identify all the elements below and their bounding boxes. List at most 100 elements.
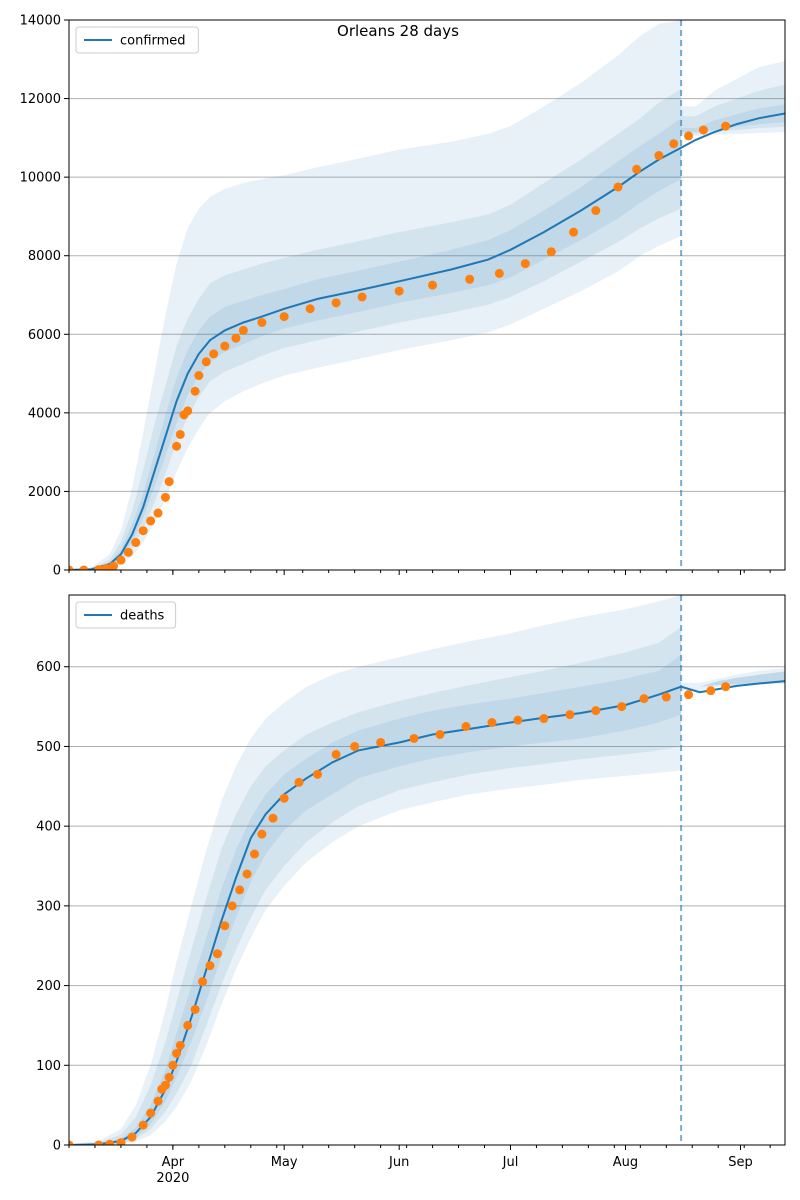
observed-point: [465, 274, 475, 284]
observed-point: [520, 259, 530, 269]
observed-point: [235, 885, 245, 895]
y-tick-label: 400: [36, 820, 61, 835]
observed-point: [394, 286, 404, 296]
observed-point: [94, 565, 104, 570]
observed-point: [220, 341, 230, 351]
observed-point: [168, 1060, 178, 1070]
observed-point: [546, 247, 556, 257]
observed-point: [632, 164, 642, 174]
y-tick-label: 100: [36, 1059, 61, 1074]
observed-point: [613, 182, 623, 192]
observed-point: [146, 516, 156, 526]
observed-point: [79, 565, 89, 570]
observed-point: [428, 280, 438, 290]
y-tick-label: 6000: [28, 328, 61, 343]
observed-point: [160, 492, 170, 502]
forecast-band: [681, 104, 785, 132]
y-tick-label: 300: [36, 899, 61, 914]
observed-point: [175, 429, 185, 439]
x-tick-sublabel: 2020: [156, 1171, 189, 1186]
observed-point: [639, 694, 649, 704]
model-line: [69, 112, 785, 570]
plot-area: [69, 20, 785, 570]
y-tick-label: 8000: [28, 249, 61, 264]
observed-point: [238, 325, 248, 335]
observed-point: [183, 1020, 193, 1030]
confidence-band: [69, 88, 682, 570]
observed-point: [591, 206, 601, 216]
x-tick-label: Sep: [728, 1155, 753, 1170]
confidence-band: [69, 118, 682, 570]
observed-point: [175, 1040, 185, 1050]
legend-box: [75, 601, 177, 629]
observed-point: [160, 1080, 170, 1090]
observed-point: [684, 131, 694, 141]
observed-point: [617, 702, 627, 712]
observed-point: [153, 508, 163, 518]
observed-point: [565, 710, 575, 720]
observed-point: [721, 682, 731, 692]
y-tick-label: 14000: [20, 14, 61, 29]
observed-point: [205, 961, 215, 971]
x-tick-label: Apr: [162, 1155, 185, 1170]
axes-frame: [68, 594, 786, 1146]
observed-point: [569, 227, 579, 237]
observed-point: [357, 292, 367, 302]
observed-point: [153, 1096, 163, 1106]
observed-point: [257, 318, 267, 327]
legend-label: deaths: [120, 609, 165, 624]
legend-box: [75, 26, 199, 54]
forecast-band: [681, 84, 785, 134]
observed-point: [331, 749, 341, 759]
observed-point: [249, 849, 259, 859]
observed-point: [305, 304, 315, 314]
observed-point: [101, 563, 111, 570]
observed-point: [138, 1120, 148, 1130]
confidence-band: [69, 595, 682, 1145]
observed-point: [409, 733, 419, 743]
panel-confirmed: 0 2000 4000 6000 8000 10000 12000 14000 confirme…: [20, 14, 786, 579]
observed-point: [109, 561, 119, 570]
y-tick-label: 12000: [20, 92, 61, 107]
forecast-band: [681, 671, 785, 691]
observed-point: [220, 921, 230, 931]
observed-point: [376, 737, 386, 747]
confidence-band: [69, 20, 682, 570]
observed-point: [209, 349, 219, 359]
observed-point: [313, 769, 323, 779]
y-tick-label: 0: [53, 1139, 61, 1154]
observed-point: [461, 722, 471, 732]
observed-point: [242, 869, 252, 879]
observed-point: [721, 121, 731, 131]
observed-point: [69, 565, 74, 570]
observed-point: [164, 477, 174, 487]
observed-point: [294, 777, 304, 787]
y-tick-label: 10000: [20, 171, 61, 186]
observed-point: [435, 729, 445, 739]
y-tick-label: 500: [36, 740, 61, 755]
observed-point: [212, 949, 222, 959]
observed-point: [201, 357, 211, 367]
observed-point: [669, 139, 679, 149]
observed-point: [127, 1132, 137, 1142]
x-tick-label: Aug: [613, 1155, 638, 1170]
observed-point: [487, 718, 497, 728]
observed-point: [698, 125, 708, 135]
observed-point: [190, 1004, 200, 1014]
observed-point: [654, 151, 664, 161]
axes-frame: [68, 19, 786, 571]
observed-point: [591, 706, 601, 716]
x-tick-label: May: [271, 1155, 298, 1170]
observed-point: [198, 977, 208, 987]
observed-point: [331, 298, 341, 308]
y-tick-label: 0: [53, 564, 61, 579]
y-tick-label: 200: [36, 979, 61, 994]
observed-point: [183, 406, 193, 416]
legend-label: confirmed: [120, 34, 186, 49]
observed-point: [94, 1140, 104, 1145]
observed-point: [123, 547, 133, 557]
observed-point: [172, 441, 182, 451]
observed-point: [684, 690, 694, 700]
observed-point: [190, 386, 200, 396]
observed-point: [494, 268, 504, 278]
